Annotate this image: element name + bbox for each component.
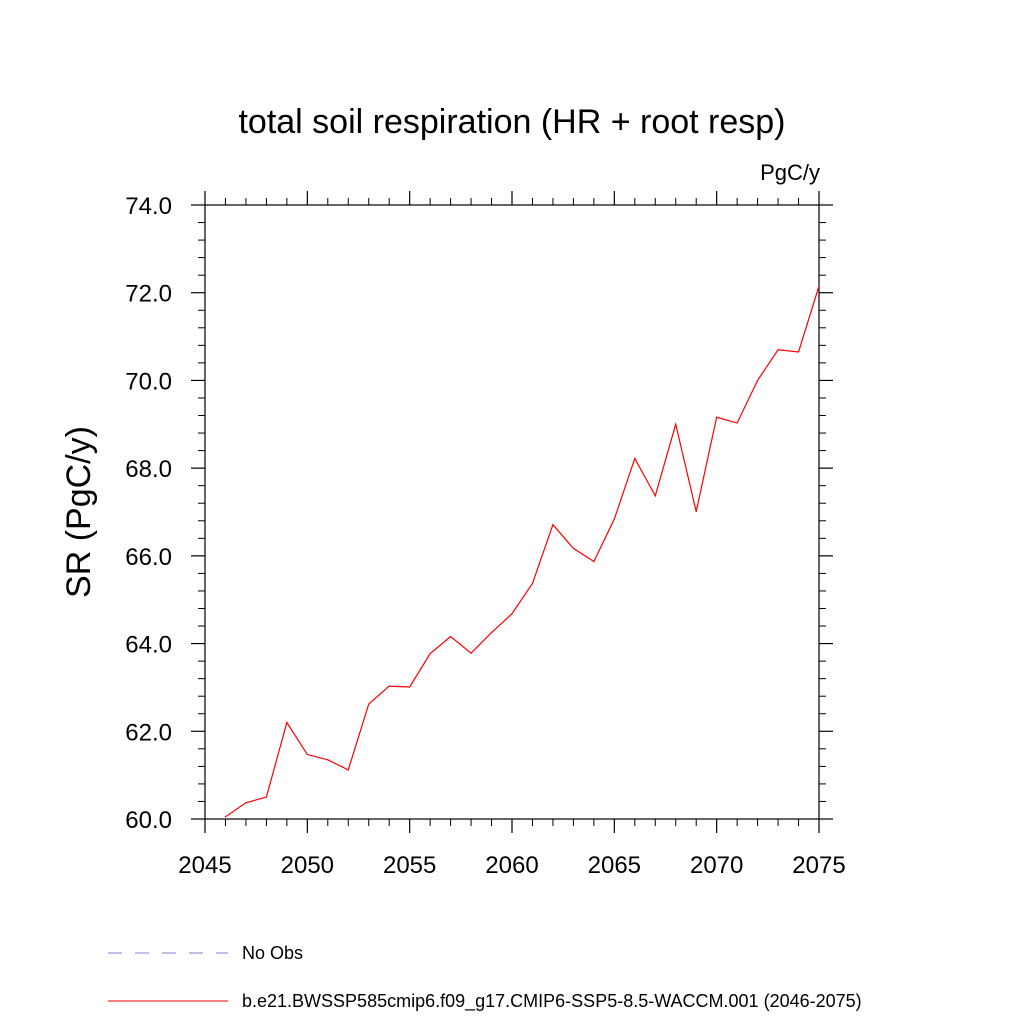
data-point <box>572 547 575 550</box>
data-point <box>347 769 349 771</box>
data-point <box>286 721 288 724</box>
data-point <box>675 423 677 425</box>
legend: No Obs b.e21.BWSSP585cmip6.f09_g17.CMIP6… <box>108 943 862 1012</box>
data-point <box>368 703 370 705</box>
data-point <box>552 524 554 526</box>
units-label: PgC/y <box>760 160 820 185</box>
data-point <box>245 802 247 804</box>
data-point <box>818 285 820 287</box>
data-point <box>736 422 738 424</box>
data-point <box>265 796 267 798</box>
chart-title: total soil respiration (HR + root resp) <box>238 103 785 141</box>
y-tick-label: 62.0 <box>125 719 172 746</box>
data-point <box>306 753 308 756</box>
data-point <box>429 653 431 655</box>
series-line <box>225 285 820 818</box>
data-point <box>224 816 227 818</box>
y-tick-label: 74.0 <box>125 193 172 220</box>
x-tick-label: 2050 <box>281 852 334 879</box>
y-tick-label: 70.0 <box>125 368 172 395</box>
legend-label-model-run: b.e21.BWSSP585cmip6.f09_g17.CMIP6-SSP5-8… <box>242 991 862 1012</box>
x-axis-ticks: 2045 2050 2055 2060 2065 2070 2075 <box>178 191 846 879</box>
y-axis-ticks: 60.0 62.0 64.0 66.0 68.0 70.0 72.0 74.0 <box>125 193 833 834</box>
data-point <box>388 685 390 687</box>
y-tick-label: 68.0 <box>125 456 172 483</box>
y-tick-label: 66.0 <box>125 544 172 571</box>
data-point <box>613 518 615 520</box>
data-point <box>450 635 452 638</box>
data-point <box>409 686 411 688</box>
data-point <box>327 759 329 761</box>
legend-label-no-obs: No Obs <box>242 943 303 963</box>
data-point <box>470 652 472 654</box>
data-point <box>531 582 534 585</box>
x-tick-label: 2075 <box>792 852 845 879</box>
series-layer <box>224 285 820 818</box>
y-axis-label: SR (PgC/y) <box>60 426 98 598</box>
data-point <box>511 613 513 615</box>
data-point <box>797 351 800 353</box>
data-point <box>490 632 493 634</box>
data-point <box>634 457 636 460</box>
data-point <box>757 379 759 382</box>
plot-frame <box>204 204 820 820</box>
y-tick-label: 64.0 <box>125 632 172 659</box>
data-point <box>695 510 697 513</box>
y-tick-label: 60.0 <box>125 807 172 834</box>
x-tick-label: 2055 <box>383 852 436 879</box>
x-tick-label: 2045 <box>178 852 231 879</box>
x-tick-label: 2065 <box>588 852 641 879</box>
x-tick-label: 2060 <box>485 852 538 879</box>
data-point <box>777 349 779 351</box>
y-tick-label: 72.0 <box>125 281 172 308</box>
data-point <box>654 495 656 497</box>
data-point <box>593 560 595 563</box>
data-point <box>716 416 718 418</box>
x-tick-label: 2070 <box>690 852 743 879</box>
